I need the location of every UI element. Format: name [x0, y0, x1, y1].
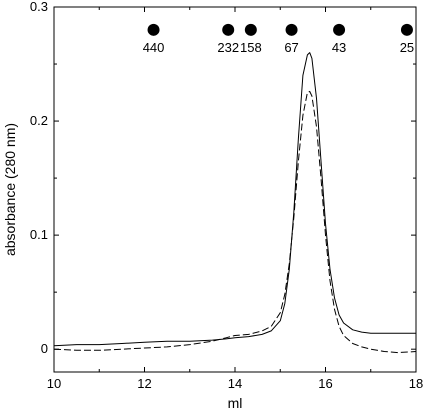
series-line-solid: [53, 52, 416, 347]
x-tick-label: 14: [228, 376, 242, 391]
x-tick-label: 10: [47, 376, 61, 391]
y-axis-label: absorbance (280 nm): [2, 123, 18, 256]
mw-marker-label: 158: [240, 40, 262, 55]
mw-marker-dot: [285, 23, 298, 36]
y-tick-label: 0.1: [30, 227, 48, 242]
y-axis-ticks: 0 0.1 0.2 0.3: [30, 0, 416, 356]
x-tick-label: 18: [409, 376, 423, 391]
x-axis-ticks: 10 12 14 16 18: [47, 7, 423, 391]
y-tick-label: 0.2: [30, 113, 48, 128]
x-axis-label: ml: [228, 395, 243, 411]
mw-marker-dot: [244, 23, 257, 36]
plot-border: [53, 6, 417, 373]
mw-marker-label: 232: [217, 40, 239, 55]
mw-marker-label: 440: [143, 40, 165, 55]
mw-marker-dot: [333, 23, 346, 36]
mw-marker-label: 67: [284, 40, 298, 55]
mw-marker-dot: [147, 23, 160, 36]
x-tick-label: 12: [137, 376, 151, 391]
series-line-dashed: [53, 90, 417, 354]
mw-marker-label: 25: [400, 40, 414, 55]
y-tick-label: 0.3: [30, 0, 48, 14]
mw-marker-label: 43: [332, 40, 346, 55]
y-tick-label: 0: [41, 341, 48, 356]
mw-marker-dot: [222, 23, 235, 36]
mw-marker-dot: [400, 23, 413, 36]
x-tick-label: 16: [318, 376, 332, 391]
plot-frame: [53, 6, 417, 373]
mw-markers: 440 232 158 67 43 25: [143, 23, 414, 55]
series-lines: [53, 52, 417, 354]
